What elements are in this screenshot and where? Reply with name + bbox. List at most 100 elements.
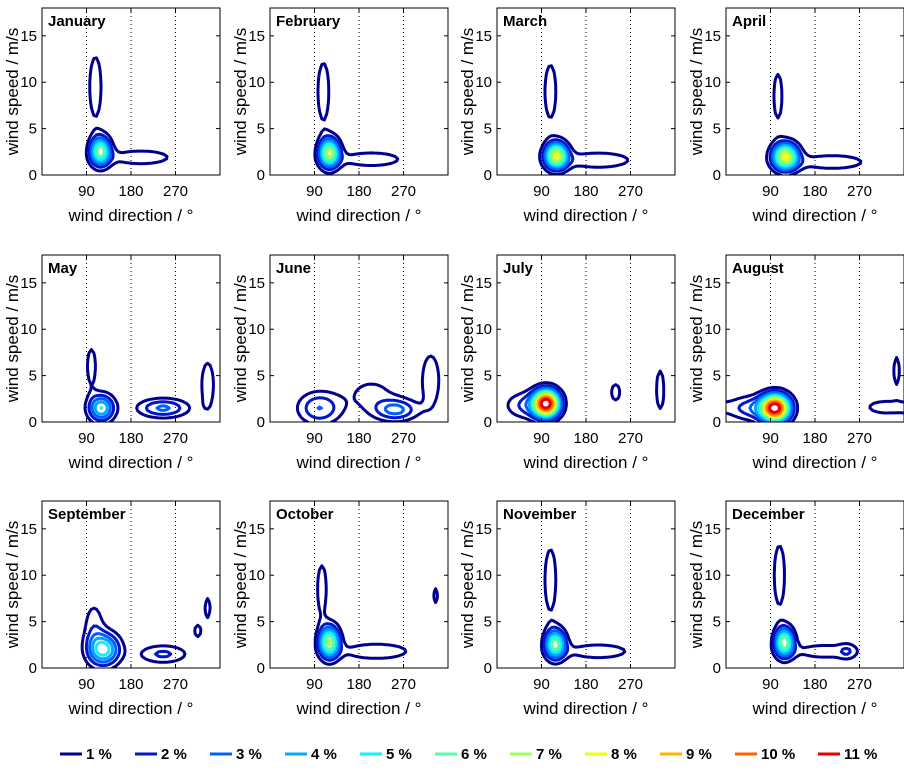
y-tick-label: 15 — [704, 275, 721, 292]
legend-item-3-percent: 3 % — [210, 746, 262, 763]
contour-3-percent — [89, 136, 112, 166]
contour-5-percent — [94, 640, 111, 657]
panel-july: 90 180 270 0 5 10 15 July wind direction / ° wind… — [458, 254, 676, 472]
x-tick-label: 90 — [306, 430, 323, 447]
panel-september: 90 180 270 0 5 10 15 September wind direction / … — [3, 500, 221, 718]
panel-may: 90 180 270 0 5 10 15 May wind direction / ° wind … — [3, 254, 221, 472]
legend-item-1-percent: 1 % — [60, 746, 112, 763]
y-axis-label: wind speed / m/s — [458, 28, 477, 157]
x-tick-label: 90 — [762, 676, 779, 693]
contour-group — [84, 56, 169, 173]
y-tick-label: 5 — [257, 121, 265, 138]
y-tick-label: 5 — [257, 368, 265, 385]
panel-april: 90 180 270 0 5 10 15 April wind direction / ° win… — [687, 7, 904, 225]
contour-2-percent — [517, 384, 565, 422]
legend-label: 8 % — [611, 746, 637, 763]
y-axis-label: wind speed / m/s — [687, 28, 706, 157]
y-tick-label: 0 — [484, 414, 492, 431]
contour-4-percent — [775, 629, 793, 656]
contour-6-percent — [95, 144, 106, 159]
contour-3-percent — [316, 403, 405, 416]
contour-3-percent — [318, 137, 342, 169]
panel-title: November — [503, 506, 577, 523]
y-tick-label: 0 — [484, 167, 492, 184]
contour-5-percent — [321, 142, 338, 164]
x-tick-label: 180 — [118, 430, 143, 447]
panel-title: July — [503, 260, 534, 277]
axes-frame — [41, 500, 221, 669]
x-tick-label: 270 — [391, 183, 416, 200]
y-tick-label: 5 — [484, 368, 492, 385]
x-tick-label: 90 — [533, 430, 550, 447]
contour-group — [313, 62, 400, 175]
y-tick-label: 10 — [20, 567, 37, 584]
panel-title: March — [503, 13, 547, 30]
y-axis-label: wind speed / m/s — [458, 275, 477, 404]
contour-4-percent — [546, 632, 565, 657]
contour-3-percent — [318, 625, 341, 659]
y-tick-label: 5 — [29, 614, 37, 631]
x-tick-label: 90 — [533, 676, 550, 693]
y-tick-label: 0 — [257, 167, 265, 184]
contour-6-percent — [548, 147, 565, 165]
contour-4-percent — [319, 139, 340, 167]
contour-5-percent — [777, 632, 792, 653]
axes-frame — [269, 254, 449, 423]
x-tick-label: 180 — [118, 676, 143, 693]
y-tick-label: 5 — [257, 614, 265, 631]
y-tick-label: 15 — [704, 28, 721, 45]
contour-6-percent — [779, 635, 790, 650]
panel-title: May — [48, 260, 78, 277]
legend-item-5-percent: 5 % — [360, 746, 412, 763]
x-tick-label: 90 — [78, 430, 95, 447]
panel-december: 90 180 270 0 5 10 15 December wind direction / °… — [687, 500, 904, 718]
contour-2-percent — [768, 139, 805, 174]
y-tick-label: 15 — [20, 521, 37, 538]
contour-5-percent — [548, 634, 563, 654]
x-axis-label: wind direction / ° — [296, 453, 422, 472]
x-tick-label: 90 — [306, 676, 323, 693]
y-tick-label: 10 — [704, 74, 721, 91]
contour-1-percent — [540, 548, 627, 666]
y-tick-label: 5 — [29, 368, 37, 385]
axes-frame — [269, 500, 449, 669]
legend-item-10-percent: 10 % — [735, 746, 795, 763]
legend-label: 11 % — [844, 746, 877, 763]
contour-group — [765, 72, 863, 175]
contour-5-percent — [774, 145, 797, 168]
contour-2-percent — [541, 138, 575, 173]
panel-title: September — [48, 506, 126, 523]
y-axis-label: wind speed / m/s — [687, 275, 706, 404]
y-tick-label: 10 — [475, 321, 492, 338]
contour-3-percent — [770, 141, 801, 172]
contour-7-percent — [778, 149, 793, 164]
contour-1-percent — [313, 62, 400, 175]
y-tick-label: 0 — [713, 660, 721, 677]
contour-6-percent — [776, 147, 795, 166]
y-tick-label: 10 — [248, 74, 265, 91]
legend-label: 5 % — [386, 746, 412, 763]
panel-title: August — [732, 260, 784, 277]
panel-november: 90 180 270 0 5 10 15 November wind direction / °… — [458, 500, 676, 718]
contour-5-percent — [321, 631, 337, 654]
y-tick-label: 0 — [257, 414, 265, 431]
y-tick-label: 5 — [484, 121, 492, 138]
x-axis-label: wind direction / ° — [523, 699, 649, 718]
x-axis-label: wind direction / ° — [523, 453, 649, 472]
y-tick-label: 15 — [248, 28, 265, 45]
y-tick-label: 15 — [20, 275, 37, 292]
y-tick-label: 0 — [713, 414, 721, 431]
legend-item-6-percent: 6 % — [435, 746, 487, 763]
contour-3-percent — [524, 386, 563, 421]
x-tick-label: 270 — [618, 430, 643, 447]
contour-3-percent — [544, 629, 567, 659]
x-tick-label: 180 — [346, 183, 371, 200]
contour-group — [769, 544, 859, 665]
x-axis-label: wind direction / ° — [752, 206, 878, 225]
x-tick-label: 90 — [762, 430, 779, 447]
y-axis-label: wind speed / m/s — [3, 521, 22, 650]
x-axis-label: wind direction / ° — [68, 699, 194, 718]
contour-10-percent — [766, 400, 783, 416]
panel-june: 90 180 270 0 5 10 15 June wind direction / ° wind… — [231, 254, 449, 472]
